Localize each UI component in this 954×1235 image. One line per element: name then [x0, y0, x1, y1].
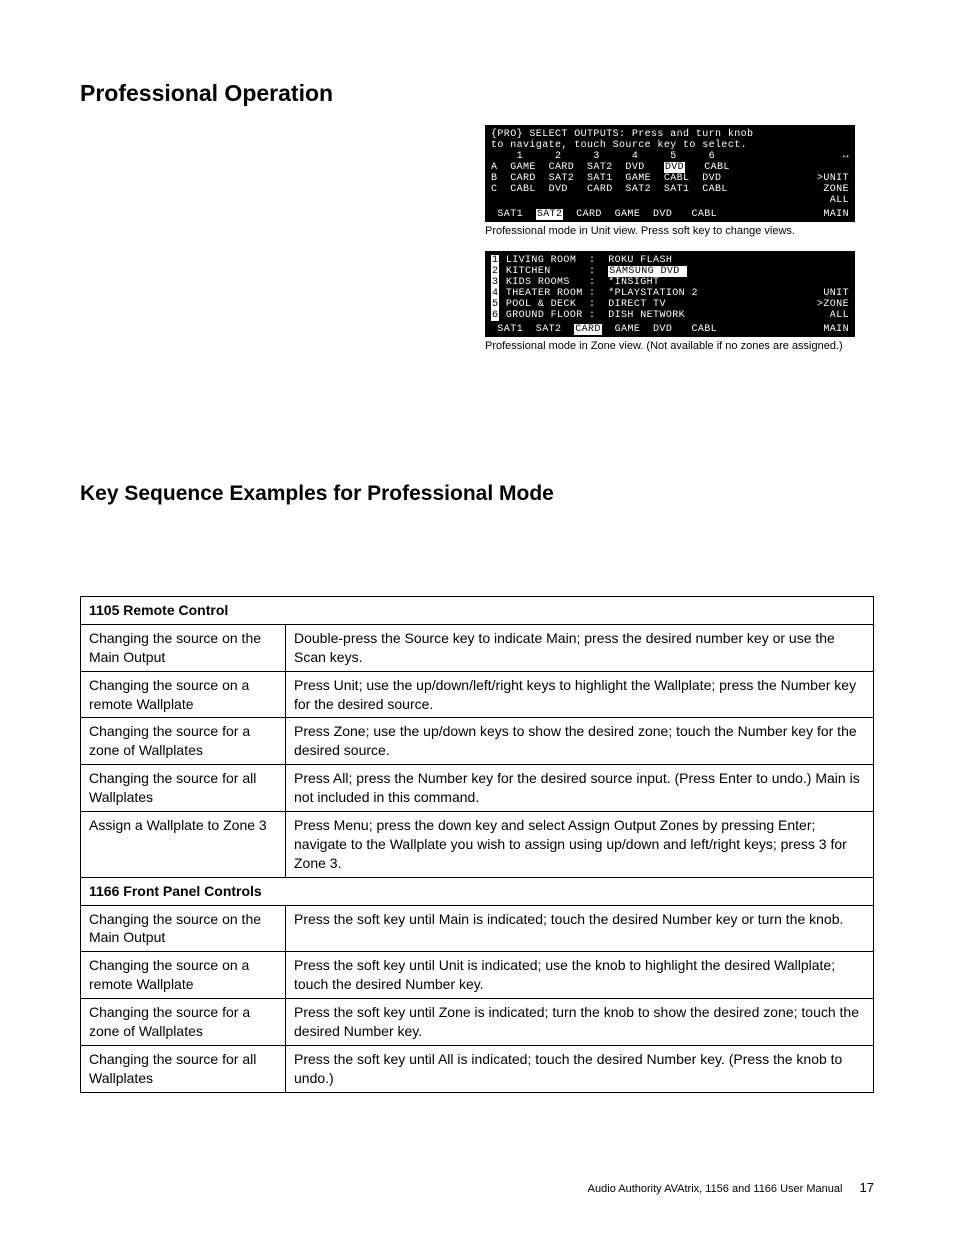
lcd2-side-all: ALL [823, 310, 849, 321]
lcd-zone-view: 1 LIVING ROOM : ROKU FLASH 2 KITCHEN : S… [485, 251, 874, 352]
table-cell-action: Changing the source on a remote Wallplat… [81, 671, 286, 718]
table-cell-instruction: Press Menu; press the down key and selec… [286, 812, 874, 878]
lcd2-footer: SAT1 SAT2 CARD GAME DVD CABL [491, 324, 817, 335]
key-sequence-table: 1105 Remote Control Changing the source … [80, 596, 874, 1093]
lcd2-row5: 5 POOL & DECK : DIRECT TV [491, 299, 817, 310]
lcd1-row-a: A GAME CARD SAT2 DVD DVD CABL [491, 162, 843, 173]
table-cell-instruction: Press the soft key until Unit is indicat… [286, 952, 874, 999]
table-row: Changing the source on a remote Wallplat… [81, 671, 874, 718]
table-cell-instruction: Press the soft key until Main is indicat… [286, 905, 874, 952]
table-row: Changing the source for all WallplatesPr… [81, 765, 874, 812]
lcd1-row-c: C CABL DVD CARD SAT2 SAT1 CABL [491, 184, 817, 195]
lcd1-cols: 1 2 3 4 5 6 [491, 151, 843, 162]
page-footer: Audio Authority AVAtrix, 1156 and 1166 U… [588, 1180, 874, 1195]
lcd1-header1: {PRO} SELECT OUTPUTS: Press and turn kno… [491, 129, 849, 140]
lcd2-row6: 6 GROUND FLOOR : DISH NETWORK [491, 310, 823, 321]
table-cell-instruction: Press Unit; use the up/down/left/right k… [286, 671, 874, 718]
table-row: Changing the source on a remote Wallplat… [81, 952, 874, 999]
table-row: Changing the source for all WallplatesPr… [81, 1045, 874, 1092]
table-cell-action: Changing the source on a remote Wallplat… [81, 952, 286, 999]
lcd-unit-view: {PRO} SELECT OUTPUTS: Press and turn kno… [485, 125, 874, 237]
table-row: Changing the source for a zone of Wallpl… [81, 718, 874, 765]
table-header-1105: 1105 Remote Control [81, 597, 874, 625]
lcd2-side-main: MAIN [817, 324, 849, 335]
table-cell-instruction: Press All; press the Number key for the … [286, 765, 874, 812]
footer-text: Audio Authority AVAtrix, 1156 and 1166 U… [588, 1183, 843, 1195]
lcd2-side-zone: >ZONE [817, 299, 849, 310]
lcd2-caption: Professional mode in Zone view. (Not ava… [485, 340, 874, 352]
table-cell-action: Changing the source for all Wallplates [81, 765, 286, 812]
table-row: Assign a Wallplate to Zone 3Press Menu; … [81, 812, 874, 878]
table-cell-action: Changing the source for all Wallplates [81, 1045, 286, 1092]
lcd1-side [843, 162, 849, 173]
page-number: 17 [860, 1180, 874, 1195]
lcd1-row-b: B CARD SAT2 SAT1 GAME CABL DVD [491, 173, 817, 184]
lcd1-side-main: MAIN [817, 209, 849, 220]
lcd1-caption: Professional mode in Unit view. Press so… [485, 225, 874, 237]
lcd1-arrow-icon: ↔ [843, 151, 849, 162]
lcd1-side-all: ALL [823, 195, 849, 206]
lcd2-side-unit: UNIT [817, 288, 849, 299]
section-title: Key Sequence Examples for Professional M… [80, 482, 874, 506]
table-cell-instruction: Double-press the Source key to indicate … [286, 624, 874, 671]
lcd1-side-unit: >UNIT [817, 173, 849, 184]
lcd2-row3: 3 KIDS ROOMS : *INSIGHT [491, 277, 843, 288]
lcd2-row4: 4 THEATER ROOM : *PLAYSTATION 2 [491, 288, 817, 299]
lcd1-header2: to navigate, touch Source key to select. [491, 140, 849, 151]
lcd2-row2: 2 KITCHEN : SAMSUNG DVD [491, 266, 843, 277]
table-cell-instruction: Press Zone; use the up/down keys to show… [286, 718, 874, 765]
table-row: Changing the source on the Main OutputPr… [81, 905, 874, 952]
table-cell-action: Assign a Wallplate to Zone 3 [81, 812, 286, 878]
table-cell-action: Changing the source on the Main Output [81, 624, 286, 671]
table-row: Changing the source for a zone of Wallpl… [81, 999, 874, 1046]
table-cell-instruction: Press the soft key until Zone is indicat… [286, 999, 874, 1046]
table-header-1166: 1166 Front Panel Controls [81, 877, 874, 905]
lcd1-footer: SAT1 SAT2 CARD GAME DVD CABL [491, 209, 817, 220]
table-cell-action: Changing the source for a zone of Wallpl… [81, 718, 286, 765]
table-cell-action: Changing the source for a zone of Wallpl… [81, 999, 286, 1046]
table-row: Changing the source on the Main OutputDo… [81, 624, 874, 671]
page-title: Professional Operation [80, 80, 874, 107]
lcd2-row1: 1 LIVING ROOM : ROKU FLASH [491, 255, 843, 266]
table-cell-instruction: Press the soft key until All is indicate… [286, 1045, 874, 1092]
lcd1-side-zone: ZONE [817, 184, 849, 195]
table-cell-action: Changing the source on the Main Output [81, 905, 286, 952]
